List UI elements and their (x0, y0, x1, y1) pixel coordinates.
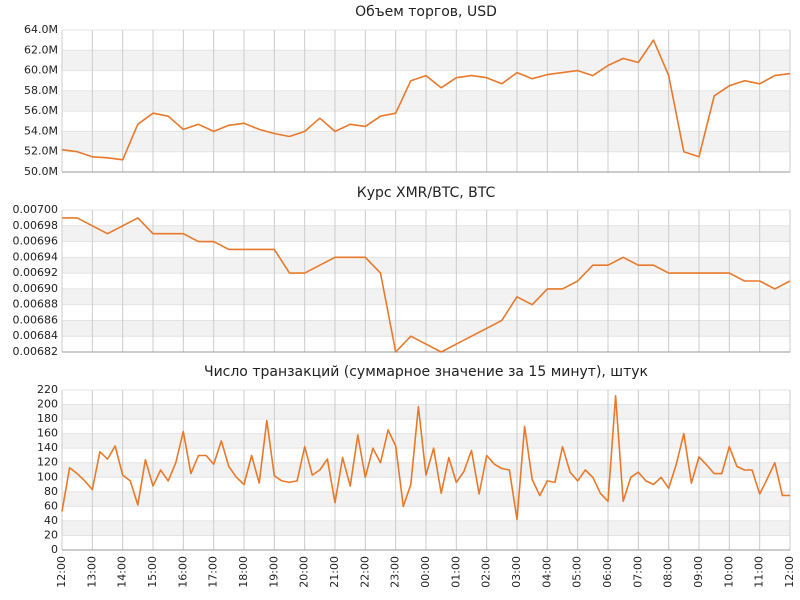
y-tick-label: 140 (37, 441, 58, 454)
x-tick-label: 10:00 (722, 556, 735, 588)
y-tick-label: 0.00686 (13, 313, 59, 326)
y-tick-label: 100 (37, 470, 58, 483)
x-tick-label: 18:00 (237, 556, 250, 588)
x-tick-label: 19:00 (267, 556, 280, 588)
y-tick-label: 0.00694 (13, 250, 59, 263)
y-tick-label: 0.00684 (13, 329, 59, 342)
y-tick-label: 160 (37, 427, 58, 440)
y-tick-label: 40 (44, 514, 58, 527)
y-tick-label: 0 (51, 543, 58, 556)
y-tick-label: 62.0M (24, 43, 58, 56)
y-tick-label: 58.0M (24, 84, 58, 97)
x-tick-label: 08:00 (662, 556, 675, 588)
y-tick-label: 0.00696 (13, 235, 59, 248)
y-tick-label: 54.0M (24, 124, 58, 137)
y-tick-label: 80 (44, 485, 58, 498)
y-tick-label: 60.0M (24, 64, 58, 77)
data-line (61, 395, 790, 521)
x-tick-label: 04:00 (540, 556, 553, 588)
y-tick-label: 0.00688 (13, 298, 59, 311)
y-tick-label: 0.00690 (13, 282, 59, 295)
x-tick-label: 09:00 (692, 556, 705, 588)
data-line (62, 217, 791, 353)
x-tick-label: 07:00 (631, 556, 644, 588)
x-tick-label: 01:00 (449, 556, 462, 588)
x-tick-label: 13:00 (85, 556, 98, 588)
x-tick-label: 03:00 (510, 556, 523, 588)
y-tick-label: 0.00682 (13, 345, 59, 358)
y-tick-label: 50.0M (24, 165, 58, 178)
x-tick-label: 12:00 (55, 556, 68, 588)
y-tick-label: 52.0M (24, 145, 58, 158)
x-tick-label: 21:00 (328, 556, 341, 588)
x-tick-label: 11:00 (753, 556, 766, 588)
x-tick-label: 22:00 (358, 556, 371, 588)
data-line (61, 39, 791, 161)
y-tick-label: 60 (44, 499, 58, 512)
chart-title: Курс XMR/BTC, BTC (357, 185, 496, 201)
y-tick-label: 64.0M (24, 23, 58, 36)
y-tick-label: 0.00698 (13, 219, 59, 232)
x-tick-label: 06:00 (601, 556, 614, 588)
x-tick-label: 05:00 (571, 556, 584, 588)
x-tick-label: 14:00 (116, 556, 129, 588)
x-tick-label: 00:00 (419, 556, 432, 588)
x-tick-label: 17:00 (207, 556, 220, 588)
x-tick-label: 16:00 (176, 556, 189, 588)
y-tick-label: 220 (37, 383, 58, 396)
y-tick-label: 0.00700 (13, 203, 59, 216)
y-tick-label: 20 (44, 528, 58, 541)
y-tick-label: 0.00692 (13, 266, 59, 279)
chart-title: Объем торгов, USD (355, 4, 497, 20)
y-tick-label: 180 (37, 412, 58, 425)
x-tick-label: 23:00 (389, 556, 402, 588)
x-tick-label: 02:00 (480, 556, 493, 588)
y-tick-label: 120 (37, 456, 58, 469)
y-tick-label: 200 (37, 398, 58, 411)
x-tick-label: 15:00 (146, 556, 159, 588)
chart-title: Число транзакций (суммарное значение за … (204, 364, 648, 380)
y-tick-label: 56.0M (24, 104, 58, 117)
x-tick-label: 20:00 (298, 556, 311, 588)
x-tick-label: 12:00 (783, 556, 796, 588)
